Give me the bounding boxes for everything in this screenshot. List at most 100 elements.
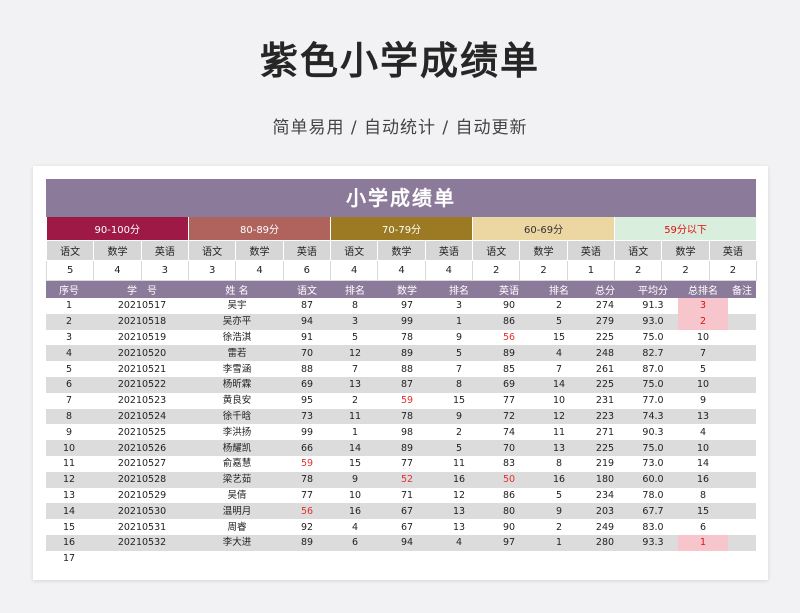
cell-remark: [728, 534, 756, 551]
band-subject-label: 语文: [614, 240, 663, 261]
cell-cr: 6: [332, 534, 378, 551]
cell-no: 11: [46, 455, 92, 472]
cell-total: 225: [582, 376, 628, 393]
cell-er: 5: [536, 313, 582, 330]
sheet-card: 小学成绩单 90-100分 80-89分 70-79分 60-69分 59分以下 语文数…: [33, 166, 768, 580]
cell-mr: 5: [436, 345, 482, 362]
cell-total: 223: [582, 408, 628, 425]
cell-rank: 2: [678, 313, 728, 330]
cell-remark: [728, 408, 756, 425]
cell-total: 180: [582, 471, 628, 488]
cell-c: 91: [282, 329, 332, 346]
column-header: 总分: [582, 281, 628, 298]
cell-rank: 4: [678, 424, 728, 441]
cell-total: [582, 550, 628, 567]
table-row: 5 20210521 李雪涵 88 7 88 7 85 7 261 87.0 5: [46, 361, 756, 377]
cell-remark: [728, 345, 756, 362]
cell-no: 4: [46, 345, 92, 362]
band-count-cell: 4: [377, 260, 426, 281]
cell-e: 86: [482, 313, 536, 330]
cell-c: 87: [282, 298, 332, 314]
column-header: 姓 名: [192, 281, 282, 298]
cell-e: 80: [482, 503, 536, 520]
cell-no: 8: [46, 408, 92, 425]
cell-er: 10: [536, 392, 582, 409]
cell-remark: [728, 519, 756, 535]
cell-cr: 12: [332, 345, 378, 362]
summary-table: 90-100分 80-89分 70-79分 60-69分 59分以下 语文 数学 英语 语文数…: [45, 217, 758, 281]
cell-name: 李大进: [192, 534, 282, 551]
cell-avg: 78.0: [628, 487, 678, 504]
cell-m: 78: [378, 408, 436, 425]
cell-cr: 7: [332, 361, 378, 377]
cell-no: 10: [46, 440, 92, 456]
cell-m: 67: [378, 519, 436, 535]
scores-table: 序号学 号姓 名语文 排名 数学 排名 英语 排名 总分 平均分 总排名 备注 1 20210517…: [46, 281, 756, 567]
cell-total: 279: [582, 313, 628, 330]
band-subject-label: 数学: [661, 240, 710, 261]
column-header: 序号: [46, 281, 92, 298]
cell-id: 20210522: [92, 376, 192, 393]
cell-remark: [728, 471, 756, 488]
cell-m: 67: [378, 503, 436, 520]
cell-e: 69: [482, 376, 536, 393]
column-header: 英语: [482, 281, 536, 298]
cell-avg: 73.0: [628, 455, 678, 472]
cell-er: 7: [536, 361, 582, 377]
cell-c: 56: [282, 503, 332, 520]
table-row: 9 20210525 李洪扬 99 1 98 2 74 11 271 90.3 4: [46, 424, 756, 441]
table-row: 13 20210529 吴倩 77 10 71 12 86 5 234 78.0 8: [46, 487, 756, 504]
cell-cr: 3: [332, 313, 378, 330]
cell-er: 2: [536, 519, 582, 535]
cell-er: 8: [536, 455, 582, 472]
cell-no: 12: [46, 471, 92, 488]
cell-remark: [728, 455, 756, 472]
column-header: 语文: [282, 281, 332, 298]
cell-remark: [728, 329, 756, 346]
cell-e: 85: [482, 361, 536, 377]
cell-id: 20210532: [92, 534, 192, 551]
cell-rank: 10: [678, 329, 728, 346]
cell-no: 2: [46, 313, 92, 330]
band-count-cell: 2: [472, 260, 521, 281]
cell-er: 9: [536, 503, 582, 520]
cell-m: 98: [378, 424, 436, 441]
cell-no: 17: [46, 550, 92, 567]
cell-er: 1: [536, 534, 582, 551]
cell-mr: 15: [436, 392, 482, 409]
band-count-cell: 5: [45, 260, 95, 281]
cell-c: [282, 550, 332, 567]
band-subject-label: 英语: [424, 240, 474, 261]
cell-er: 16: [536, 471, 582, 488]
cell-m: 59: [378, 392, 436, 409]
cell-mr: 8: [436, 376, 482, 393]
cell-mr: 4: [436, 534, 482, 551]
cell-avg: 75.0: [628, 376, 678, 393]
cell-name: 徐千晗: [192, 408, 282, 425]
table-row: 7 20210523 黄良安 95 2 59 15 77 10 231 77.0 9: [46, 392, 756, 409]
cell-rank: 1: [678, 534, 728, 551]
cell-mr: 13: [436, 519, 482, 535]
sheet-title: 小学成绩单: [46, 179, 756, 217]
cell-rank: 15: [678, 503, 728, 520]
cell-id: 20210519: [92, 329, 192, 346]
cell-c: 88: [282, 361, 332, 377]
band-subject-label: 数学: [235, 240, 284, 261]
cell-id: 20210529: [92, 487, 192, 504]
cell-m: 89: [378, 345, 436, 362]
cell-c: 70: [282, 345, 332, 362]
cell-cr: 5: [332, 329, 378, 346]
cell-name: 吴宇: [192, 298, 282, 314]
band-subject-label: 语文: [330, 240, 379, 261]
cell-rank: 7: [678, 345, 728, 362]
cell-e: 72: [482, 408, 536, 425]
cell-id: 20210517: [92, 298, 192, 314]
cell-er: 2: [536, 298, 582, 314]
cell-mr: 13: [436, 503, 482, 520]
cell-name: 梁艺茹: [192, 471, 282, 488]
cell-avg: 93.0: [628, 313, 678, 330]
cell-remark: [728, 298, 756, 314]
cell-mr: 9: [436, 329, 482, 346]
cell-rank: 6: [678, 519, 728, 535]
band-count-cell: 3: [140, 260, 190, 281]
